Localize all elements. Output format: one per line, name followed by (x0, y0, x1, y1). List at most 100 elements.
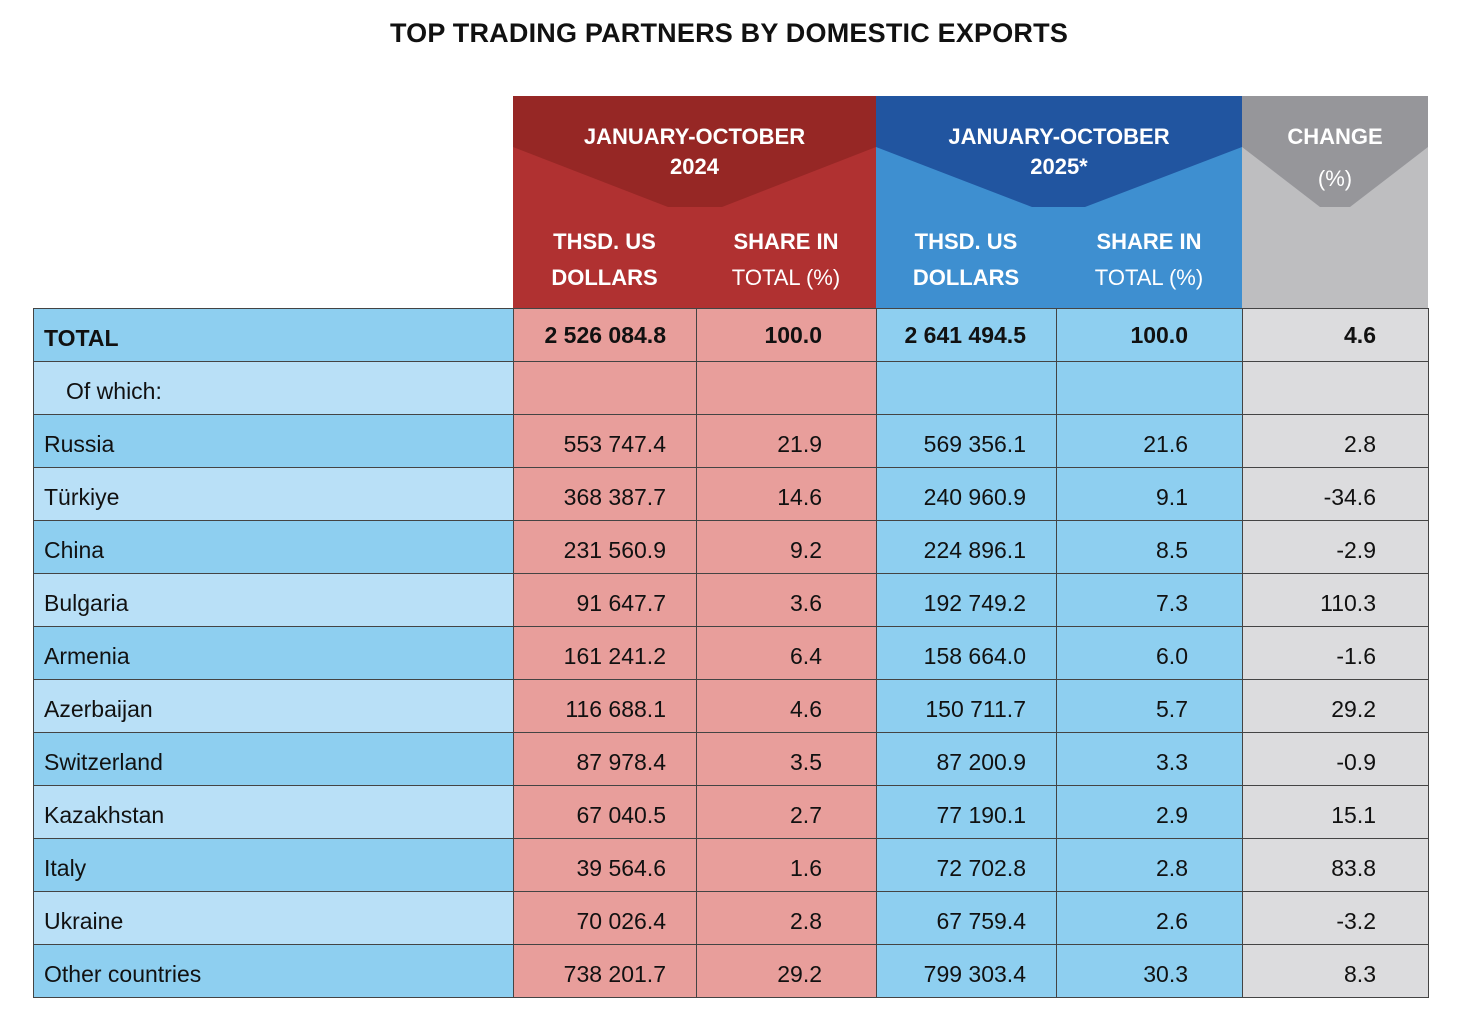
country-name: Azerbaijan (33, 679, 514, 733)
cell-2024-dollars: 67 040.5 (513, 785, 697, 839)
cell-2024-share: 100.0 (696, 308, 877, 362)
cell-2025-share: 100.0 (1056, 308, 1243, 362)
cell-2024-dollars: 91 647.7 (513, 573, 697, 627)
header-change: CHANGE (%) (1242, 116, 1428, 200)
header-2024-share: SHARE IN TOTAL (%) (696, 224, 876, 296)
cell-2024-dollars (513, 361, 697, 415)
cell-2025-share: 30.3 (1056, 944, 1243, 998)
cell-change (1242, 361, 1429, 415)
cell-change: 29.2 (1242, 679, 1429, 733)
cell-2025-dollars: 2 641 494.5 (876, 308, 1057, 362)
country-name: Other countries (33, 944, 514, 998)
header-2025-dollars: THSD. US DOLLARS (876, 224, 1056, 296)
header-label: DOLLARS (912, 265, 1020, 290)
cell-2025-share: 5.7 (1056, 679, 1243, 733)
cell-2024-share (696, 361, 877, 415)
cell-2024-share: 6.4 (696, 626, 877, 680)
cell-2025-dollars: 192 749.2 (876, 573, 1057, 627)
header-2024-chevron (513, 96, 876, 207)
cell-2025-dollars: 158 664.0 (876, 626, 1057, 680)
cell-2024-dollars: 70 026.4 (513, 891, 697, 945)
country-name: Armenia (33, 626, 514, 680)
cell-2024-dollars: 553 747.4 (513, 414, 697, 468)
cell-2025-share: 7.3 (1056, 573, 1243, 627)
header-label: SHARE IN (1096, 229, 1202, 254)
cell-2025-share: 8.5 (1056, 520, 1243, 574)
cell-2025-share: 2.6 (1056, 891, 1243, 945)
cell-2025-share: 2.9 (1056, 785, 1243, 839)
header-2024-dollars: THSD. US DOLLARS (513, 224, 696, 296)
cell-2025-share: 21.6 (1056, 414, 1243, 468)
cell-2024-share: 2.7 (696, 785, 877, 839)
cell-2025-dollars: 87 200.9 (876, 732, 1057, 786)
cell-2025-dollars: 67 759.4 (876, 891, 1057, 945)
header-label: DOLLARS (551, 265, 658, 290)
header-label: TOTAL (%) (731, 265, 841, 290)
cell-change: 2.8 (1242, 414, 1429, 468)
cell-change: -3.2 (1242, 891, 1429, 945)
header-background (513, 96, 1428, 308)
cell-2025-dollars (876, 361, 1057, 415)
header-2025-share: SHARE IN TOTAL (%) (1056, 224, 1242, 296)
header-change-line2: (%) (1317, 166, 1353, 191)
cell-2024-dollars: 116 688.1 (513, 679, 697, 733)
cell-2024-dollars: 738 201.7 (513, 944, 697, 998)
header-2025-chevron (876, 96, 1242, 207)
cell-2024-share: 2.8 (696, 891, 877, 945)
header-change-chevron (1242, 96, 1428, 207)
cell-change: 15.1 (1242, 785, 1429, 839)
country-name: China (33, 520, 514, 574)
cell-2024-share: 14.6 (696, 467, 877, 521)
cell-2025-share (1056, 361, 1243, 415)
cell-2024-share: 3.5 (696, 732, 877, 786)
cell-change: -34.6 (1242, 467, 1429, 521)
cell-2025-dollars: 569 356.1 (876, 414, 1057, 468)
header-change-line1: CHANGE (1287, 124, 1383, 149)
cell-2025-share: 3.3 (1056, 732, 1243, 786)
cell-change: 83.8 (1242, 838, 1429, 892)
header-period-2025-line1: JANUARY-OCTOBER (948, 124, 1170, 149)
cell-2025-dollars: 77 190.1 (876, 785, 1057, 839)
cell-change: -2.9 (1242, 520, 1429, 574)
country-name: TOTAL (33, 308, 514, 362)
cell-2025-dollars: 72 702.8 (876, 838, 1057, 892)
country-name: Ukraine (33, 891, 514, 945)
country-name: Bulgaria (33, 573, 514, 627)
cell-2024-share: 4.6 (696, 679, 877, 733)
header-period-2025: JANUARY-OCTOBER 2025* (876, 122, 1242, 182)
cell-2025-dollars: 224 896.1 (876, 520, 1057, 574)
cell-2024-dollars: 87 978.4 (513, 732, 697, 786)
header-label: SHARE IN (733, 229, 839, 254)
cell-2024-share: 29.2 (696, 944, 877, 998)
cell-change: -0.9 (1242, 732, 1429, 786)
country-name: Of which: (33, 361, 514, 415)
country-name: Russia (33, 414, 514, 468)
cell-2024-share: 3.6 (696, 573, 877, 627)
country-name: Kazakhstan (33, 785, 514, 839)
cell-2024-dollars: 39 564.6 (513, 838, 697, 892)
cell-2025-dollars: 240 960.9 (876, 467, 1057, 521)
cell-2024-dollars: 161 241.2 (513, 626, 697, 680)
cell-change: 4.6 (1242, 308, 1429, 362)
header-period-2025-line2: 2025* (1030, 154, 1088, 179)
cell-2024-share: 21.9 (696, 414, 877, 468)
cell-change: 110.3 (1242, 573, 1429, 627)
cell-change: -1.6 (1242, 626, 1429, 680)
header-label: THSD. US (914, 229, 1018, 254)
cell-2025-share: 2.8 (1056, 838, 1243, 892)
cell-2025-share: 6.0 (1056, 626, 1243, 680)
header-label: TOTAL (%) (1094, 265, 1204, 290)
country-name: Italy (33, 838, 514, 892)
cell-2024-dollars: 231 560.9 (513, 520, 697, 574)
header-period-2024-line2: 2024 (670, 154, 719, 179)
header-period-2024-line1: JANUARY-OCTOBER (583, 124, 806, 149)
header-period-2024: JANUARY-OCTOBER 2024 (513, 122, 876, 182)
header-label: THSD. US (553, 229, 656, 254)
cell-2025-share: 9.1 (1056, 467, 1243, 521)
cell-2024-share: 1.6 (696, 838, 877, 892)
cell-2025-dollars: 799 303.4 (876, 944, 1057, 998)
cell-change: 8.3 (1242, 944, 1429, 998)
cell-2024-dollars: 2 526 084.8 (513, 308, 697, 362)
table-title: TOP TRADING PARTNERS BY DOMESTIC EXPORTS (389, 18, 1069, 48)
